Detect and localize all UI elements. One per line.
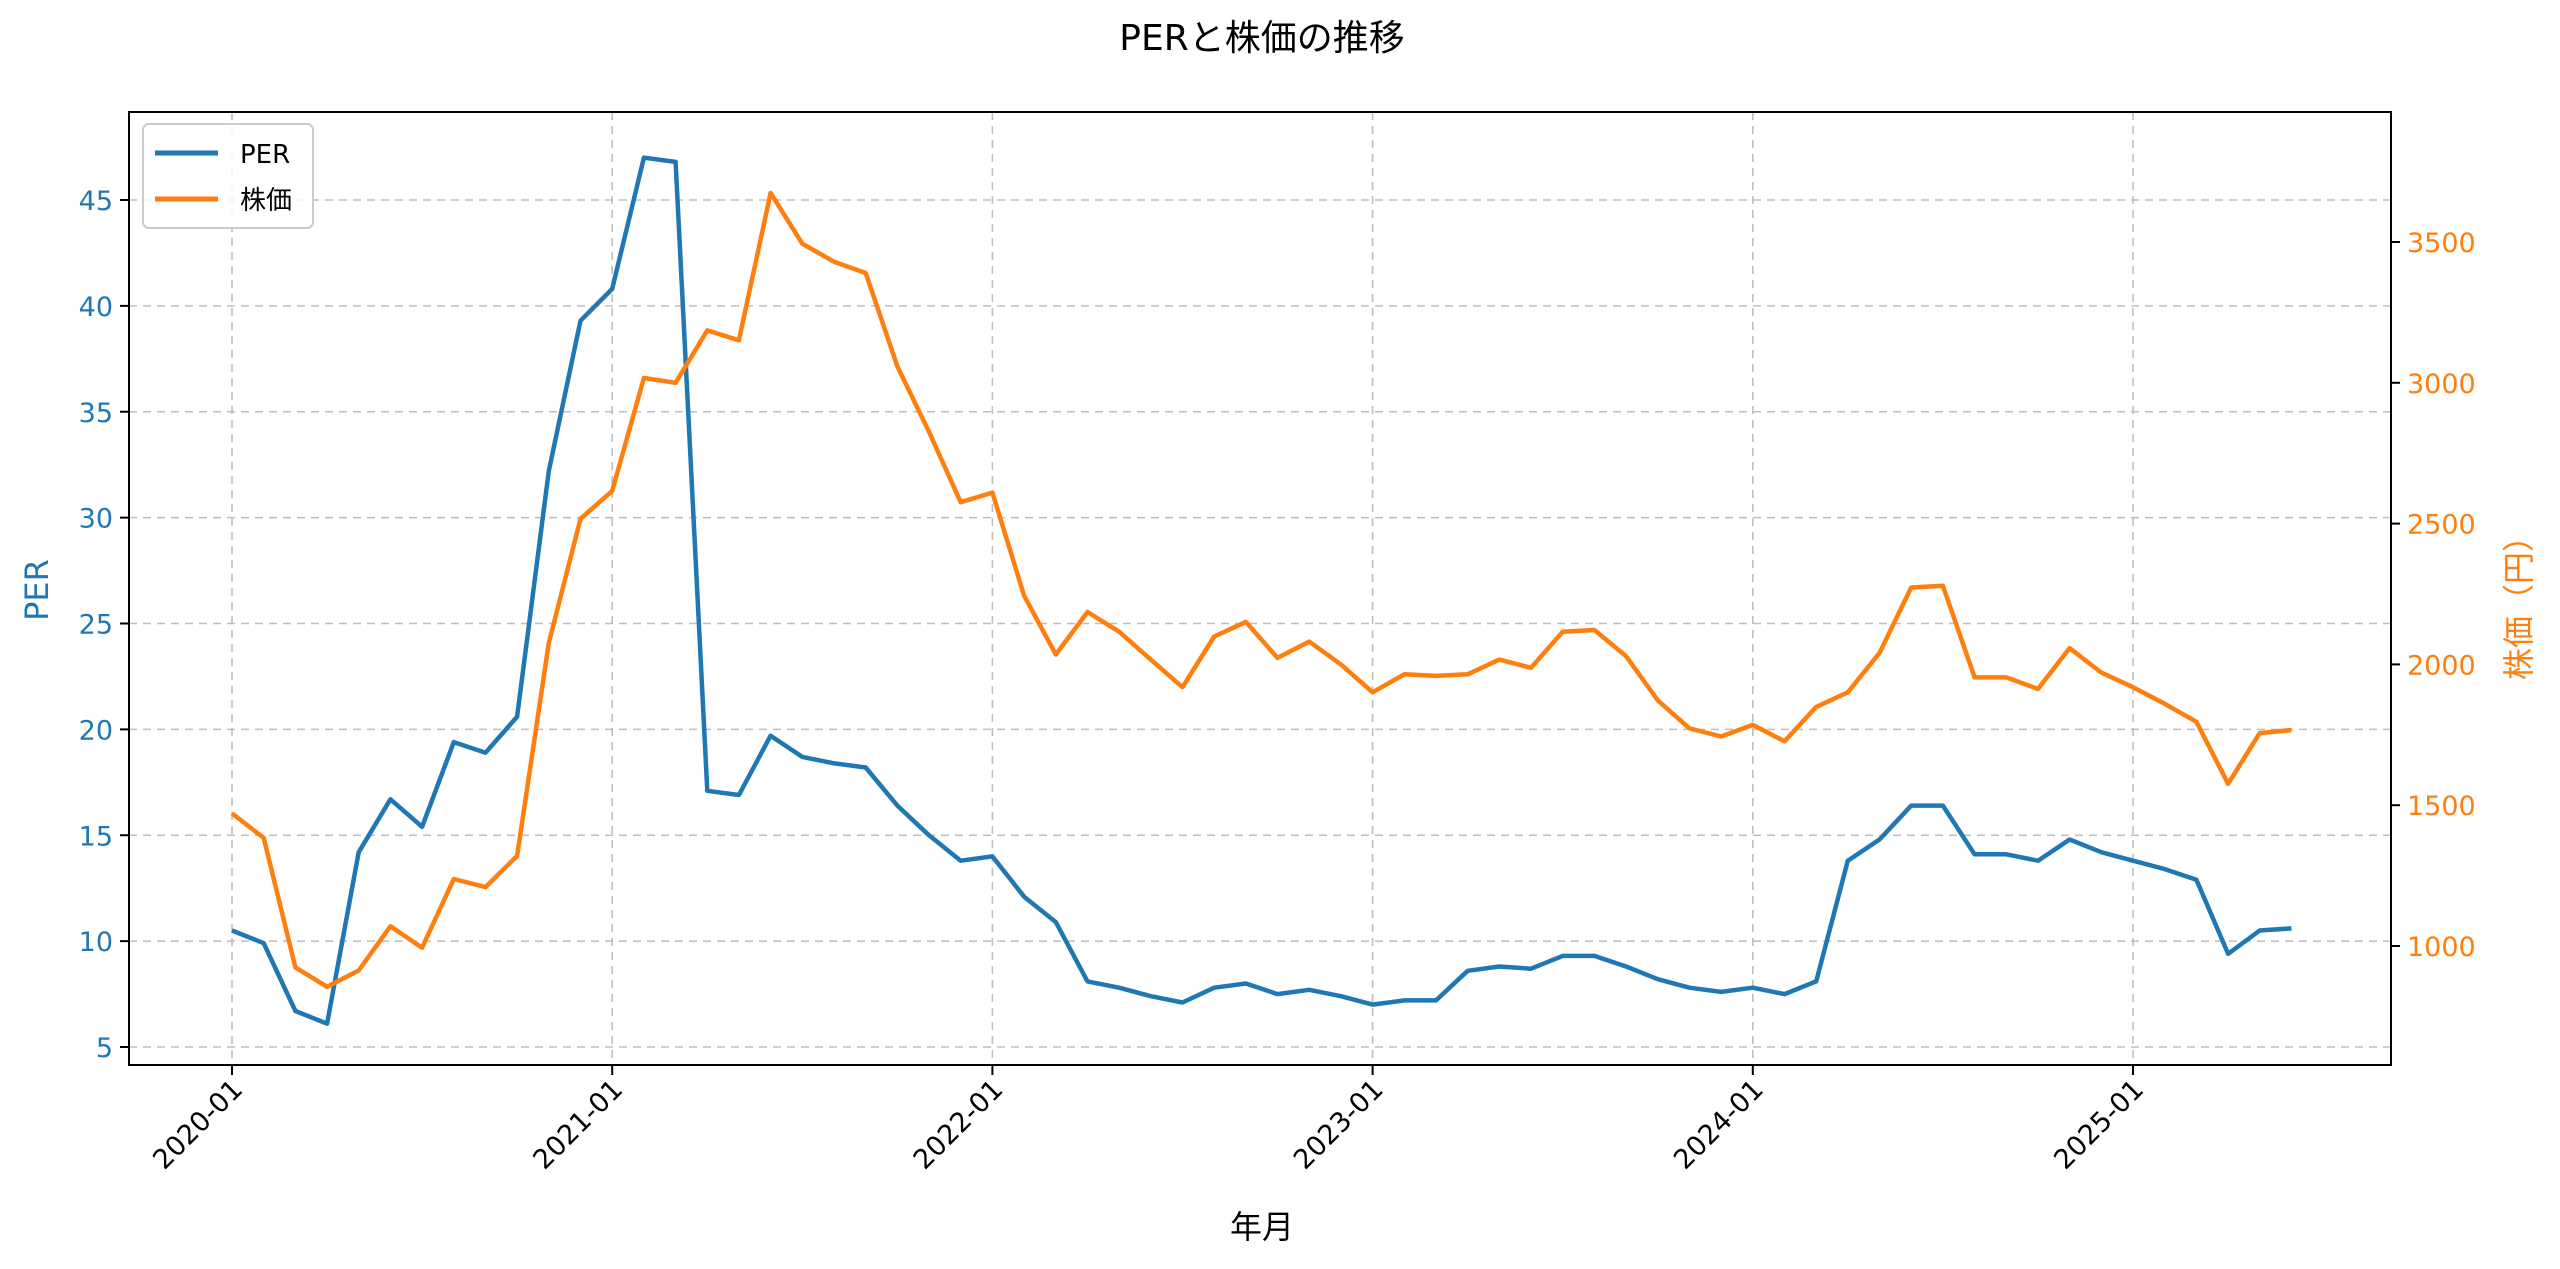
per-line: [231, 155, 2292, 1026]
left-tick-label: 40: [79, 292, 113, 323]
x-axis-ticks: 2020-01 2021-01 2022-01 2023-01 2024-01 2025-…: [147, 1065, 2150, 1176]
left-tick-label: 20: [79, 715, 113, 746]
left-tick-label: 15: [79, 821, 113, 852]
right-tick-label: 3500: [2407, 228, 2476, 259]
price-line: [230, 190, 2292, 990]
right-tick-label: 1500: [2407, 791, 2476, 822]
legend-label-price: 株価: [240, 186, 292, 216]
grid-lines: [129, 112, 2391, 1065]
x-tick-label: 2024-01: [1668, 1074, 1770, 1176]
left-axis-ticks: 5 10 15 20 25 30 35 40 45: [79, 186, 129, 1064]
left-axis-label: PER: [18, 559, 56, 621]
plot-frame: [128, 111, 2392, 1066]
right-axis-label: 株価（円）: [2500, 520, 2538, 680]
legend: PER 株価: [142, 123, 314, 229]
left-tick-label: 25: [79, 610, 113, 641]
x-tick-label: 2020-01: [147, 1074, 249, 1176]
x-axis-label: 年月: [1230, 1208, 1294, 1246]
right-axis-ticks: 1000 1500 2000 2500 3000 3500: [2391, 228, 2476, 963]
right-tick-label: 2000: [2407, 650, 2476, 681]
chart-title: PERと株価の推移: [1119, 18, 1404, 59]
left-tick-label: 35: [79, 398, 113, 429]
x-tick-label: 2022-01: [908, 1074, 1010, 1176]
left-tick-label: 10: [79, 927, 113, 958]
series-lines: [230, 155, 2292, 1026]
x-tick-label: 2021-01: [527, 1074, 629, 1176]
right-tick-label: 2500: [2407, 510, 2476, 541]
x-tick-label: 2023-01: [1288, 1074, 1390, 1176]
right-tick-label: 1000: [2407, 932, 2476, 963]
legend-box: [142, 123, 314, 229]
x-tick-label: 2025-01: [2048, 1074, 2150, 1176]
legend-label-per: PER: [240, 140, 290, 170]
left-tick-label: 5: [96, 1033, 113, 1064]
left-tick-label: 30: [79, 504, 113, 535]
left-tick-label: 45: [79, 186, 113, 217]
right-tick-label: 3000: [2407, 369, 2476, 400]
